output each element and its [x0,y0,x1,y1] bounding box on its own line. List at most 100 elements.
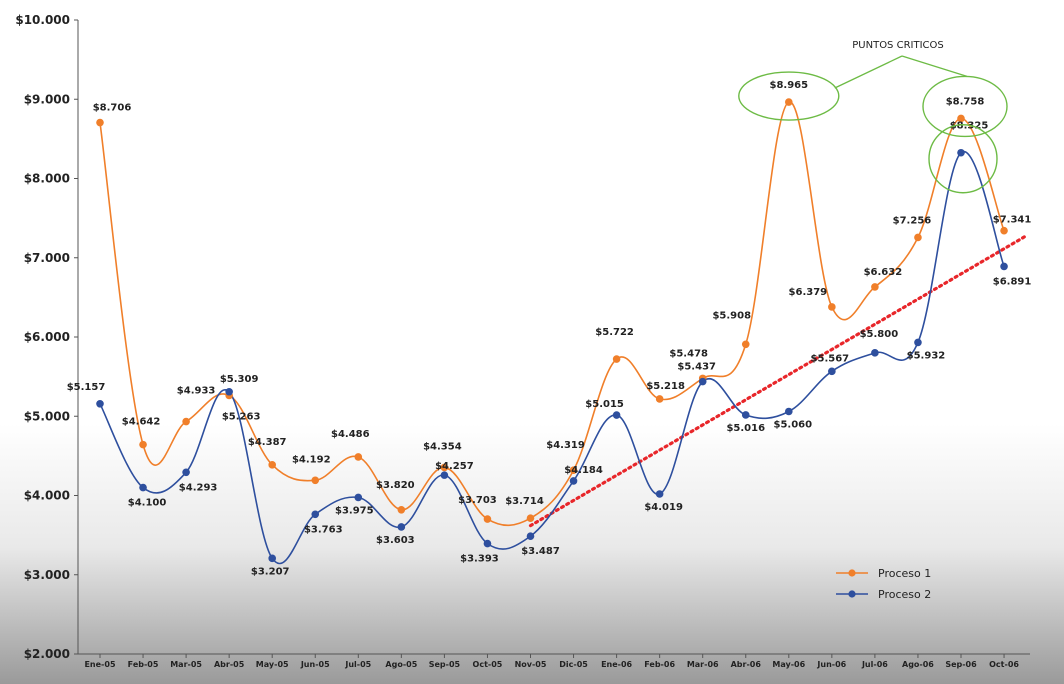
data-label: $5.437 [677,362,716,373]
data-point [311,476,320,485]
data-point [182,417,190,426]
data-label: $3.763 [304,524,343,535]
data-label: $3.975 [335,505,374,516]
data-label: $4.486 [331,429,370,440]
data-label: $8.325 [950,121,989,132]
y-tick-label: $10.000 [15,13,70,27]
data-point [828,367,836,376]
x-tick-label: Sep-05 [429,660,461,669]
x-tick-label: Jul-05 [344,660,371,669]
x-tick-label: May-06 [772,660,805,669]
data-point [741,340,750,349]
data-label: $4.319 [546,440,585,451]
data-point [96,400,104,408]
annotation-label: PUNTOS CRITICOS [852,40,943,51]
x-tick-label: Abr-06 [731,660,762,669]
data-point [526,514,535,522]
x-tick-label: Sep-06 [945,660,977,669]
y-tick-label: $6.000 [24,330,70,344]
data-point [1000,262,1008,271]
x-tick-label: Ago-06 [902,660,934,669]
data-label: $3.714 [505,496,544,507]
data-point [354,493,363,502]
critical-point-ellipse [928,124,998,194]
x-tick-label: Feb-06 [644,660,675,669]
data-label: $5.567 [811,353,850,364]
data-label: $4.387 [248,437,287,448]
data-point [526,532,535,540]
data-label: $5.800 [860,329,899,340]
y-tick-label: $4.000 [24,489,70,503]
data-point [914,233,922,242]
x-tick-label: Jun-05 [300,660,330,669]
y-tick-label: $2.000 [24,647,70,661]
data-label: $5.309 [220,374,259,385]
y-tick-labels: $2.000 $3.000 $4.000 $5.000 $6.000 $7.000 $8.0… [15,13,78,661]
data-label: $4.293 [179,482,218,493]
data-label: $3.820 [376,480,415,491]
data-label: $4.642 [122,417,161,428]
x-tick-label: Oct-06 [989,660,1019,669]
data-point [569,466,578,475]
data-point [828,303,836,311]
data-label: $5.932 [907,350,946,361]
data-point [569,477,578,485]
data-label: $5.060 [774,419,813,430]
data-point [483,539,492,548]
x-tick-label: Dic-05 [559,660,588,669]
y-tick-label: $9.000 [24,92,70,106]
annotation-leader-line [901,55,968,78]
data-point [785,407,793,416]
x-tick-label: Ago-05 [385,660,417,669]
data-point [655,490,664,498]
data-point [785,98,793,106]
data-label: $3.603 [376,535,415,546]
data-point [440,471,449,479]
data-label: $4.354 [423,441,462,452]
legend-marker-series-1 [848,569,856,577]
data-label: $5.157 [67,382,106,393]
data-label: $6.891 [993,276,1032,287]
data-label: $3.487 [521,546,560,557]
data-label: $6.379 [789,287,828,298]
data-point [612,355,621,363]
data-label: $4.184 [564,465,603,476]
data-label: $4.019 [644,502,683,513]
data-point [957,114,965,123]
trendline-group [528,234,1028,528]
annotation-leader-line [834,55,903,89]
data-point [871,283,879,291]
data-point [871,349,879,357]
data-label: $5.263 [222,411,261,422]
x-tick-label: Feb-05 [128,660,159,669]
data-point [225,387,233,396]
y-tick-label: $3.000 [24,568,70,582]
data-label: $3.703 [458,495,497,506]
legend: Proceso 1 Proceso 2 [836,567,931,601]
series-line-1 [99,101,1005,527]
data-label: $5.478 [669,348,708,359]
data-point [354,453,363,461]
data-point [96,118,104,127]
data-label: $8.706 [93,103,132,114]
data-point [698,377,707,386]
data-point [957,148,965,157]
data-point [655,395,664,403]
data-label: $5.218 [646,381,685,392]
data-label: $3.207 [251,566,290,577]
legend-marker-series-2 [848,590,856,598]
data-labels: $8.706 $4.642 $4.933 $5.263 $4.387 $4.192 $4.4… [67,80,1032,577]
data-label: $5.908 [712,310,751,321]
data-label: $8.758 [946,96,985,107]
data-label: $7.341 [993,215,1032,226]
data-label: $4.100 [128,498,167,509]
x-tick-label: Abr-05 [214,660,245,669]
x-tick-labels: Ene-05 Feb-05 Mar-05 Abr-05 May-05 Jun-05 Jul-… [84,654,1019,669]
data-points [96,98,1008,563]
x-tick-label: Ene-06 [601,660,632,669]
data-point [397,505,406,514]
data-label: $5.015 [585,399,624,410]
data-point [139,483,147,492]
data-point [139,440,147,449]
